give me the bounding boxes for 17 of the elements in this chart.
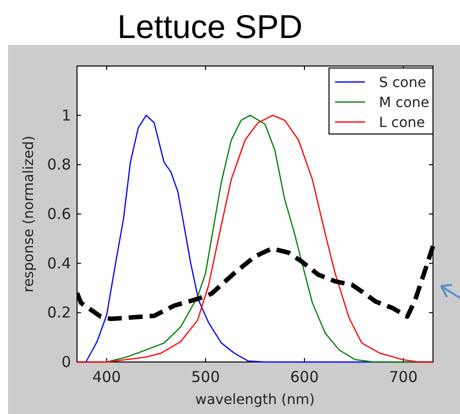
line-series: [77, 114, 434, 363]
legend-label: S cone: [379, 75, 426, 91]
legend-label: M cone: [379, 95, 430, 111]
y-tick-label: 1: [61, 106, 71, 124]
x-tick-label: 600: [290, 368, 319, 386]
y-axis-title: response (normalized): [21, 136, 37, 292]
y-tick-label: 0: [61, 353, 71, 371]
chart-title: Lettuce SPD: [117, 8, 303, 45]
y-tick-label: 0.2: [47, 304, 71, 322]
legend-label: L cone: [379, 115, 425, 131]
x-tick-label: 400: [92, 368, 121, 386]
y-tick-label: 0.8: [47, 156, 71, 174]
x-axis-title: wavelength (nm): [195, 392, 315, 408]
y-tick-label: 0.4: [47, 254, 71, 272]
y-tick-label: 0.6: [47, 205, 71, 223]
x-tick-label: 700: [389, 368, 418, 386]
x-tick-label: 500: [191, 368, 220, 386]
